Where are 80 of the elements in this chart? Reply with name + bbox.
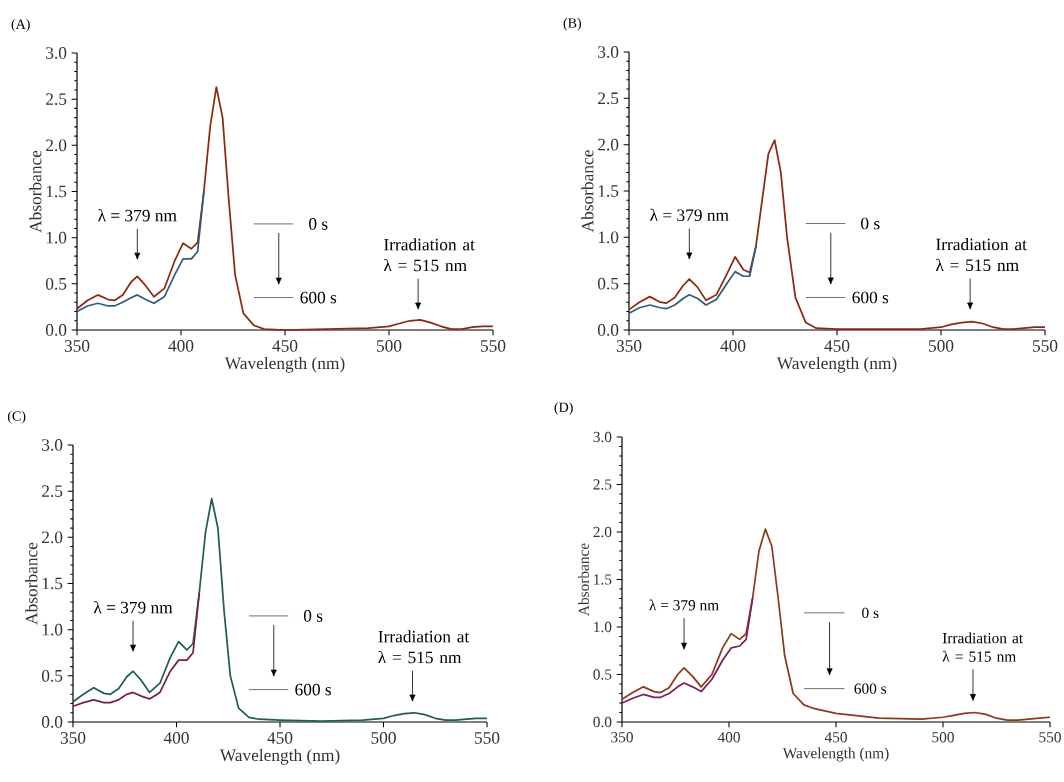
x-axis-title: Wavelength (nm) — [776, 356, 897, 373]
x-tick-label: 450 — [267, 732, 293, 744]
annotation: Irradiation at λ = 515 nm — [942, 632, 1024, 662]
x-tick-label: 500 — [929, 340, 954, 352]
y-axis-title: Absorbance — [581, 150, 594, 233]
y-tick-label: 0.0 — [593, 716, 612, 728]
annotation: 600 s — [852, 291, 889, 304]
y-axis-title: Absorbance — [578, 543, 589, 616]
y-tick-label: 3.0 — [593, 431, 612, 443]
x-tick-label: 400 — [168, 340, 194, 352]
y-tick-label: 0.5 — [593, 669, 612, 680]
y-tick-label: 2.0 — [598, 138, 619, 151]
y-tick-label: 2.0 — [42, 531, 63, 544]
x-tick-label: 350 — [611, 732, 633, 743]
line-series — [621, 597, 754, 704]
y-tick-label: 0.0 — [41, 716, 63, 728]
y-tick-label: 1.0 — [42, 623, 63, 636]
line-series — [76, 190, 205, 313]
chart-title: (C) — [7, 410, 26, 424]
annotation: 0 s — [309, 218, 328, 230]
y-tick-label: 1.5 — [46, 185, 67, 198]
y-tick-label: 0.0 — [597, 324, 619, 336]
y-tick-label: 2.0 — [46, 139, 67, 152]
y-tick-label: 1.0 — [598, 231, 619, 244]
x-tick-label: 400 — [717, 732, 740, 743]
annotation: λ = 379 nm — [93, 601, 173, 614]
x-axis-title: Wavelength (nm) — [219, 748, 340, 765]
annotation: λ = 379 nm — [649, 599, 719, 611]
y-tick-label: 2.5 — [46, 93, 67, 106]
y-tick-label: 2.5 — [593, 479, 612, 490]
annotation: 0 s — [303, 610, 323, 622]
y-tick-label: 3.0 — [46, 47, 67, 59]
x-tick-label: 550 — [1039, 732, 1061, 743]
chart-title: (B) — [563, 17, 582, 31]
x-tick-label: 350 — [616, 340, 642, 352]
x-tick-label: 500 — [371, 732, 396, 744]
y-tick-label: 1.0 — [594, 621, 612, 633]
annotation: 0 s — [861, 217, 880, 230]
y-tick-label: 2.5 — [42, 485, 63, 498]
annotation: 0 s — [862, 607, 879, 619]
chart-title: (A) — [11, 18, 30, 32]
x-tick-label: 450 — [824, 732, 847, 743]
y-tick-label: 1.5 — [598, 185, 619, 197]
y-tick-label: 3.0 — [42, 439, 63, 451]
x-tick-label: 550 — [481, 340, 506, 352]
annotation: 600 s — [295, 683, 332, 696]
chart-title: (D) — [554, 402, 573, 415]
y-tick-label: 2.0 — [593, 526, 612, 538]
y-tick-label: 1.0 — [46, 231, 67, 244]
x-tick-label: 550 — [475, 732, 500, 744]
y-axis-title: Absorbance — [29, 150, 42, 233]
x-tick-label: 350 — [60, 732, 86, 744]
y-axis-title: Absorbance — [25, 542, 38, 625]
x-axis-title: Wavelength (nm) — [782, 747, 889, 762]
x-tick-label: 350 — [64, 340, 90, 352]
annotation: Irradiation at λ = 515 nm — [935, 238, 1027, 272]
y-tick-label: 0.5 — [41, 669, 63, 682]
annotation: 600 s — [854, 683, 887, 694]
y-tick-label: 3.0 — [598, 46, 619, 58]
y-tick-label: 0.5 — [45, 277, 67, 290]
y-tick-label: 1.5 — [594, 574, 612, 585]
x-tick-label: 550 — [1033, 340, 1058, 352]
y-tick-label: 2.5 — [598, 92, 619, 105]
y-tick-label: 0.5 — [597, 277, 619, 290]
y-tick-label: 0.0 — [45, 324, 67, 336]
x-tick-label: 450 — [272, 340, 298, 352]
annotation: Irradiation at λ = 515 nm — [378, 630, 470, 664]
x-axis-title: Wavelength (nm) — [224, 356, 345, 373]
y-tick-label: 1.5 — [42, 577, 63, 590]
annotation: λ = 379 nm — [650, 208, 729, 222]
x-tick-label: 450 — [824, 340, 850, 352]
annotation: Irradiation at λ = 515 nm — [383, 238, 475, 272]
x-tick-label: 400 — [163, 732, 189, 744]
annotation: λ = 379 nm — [98, 209, 177, 222]
x-tick-label: 500 — [377, 340, 402, 352]
line-series — [72, 591, 201, 708]
line-series — [628, 245, 757, 315]
x-tick-label: 500 — [932, 732, 954, 743]
annotation: 600 s — [300, 291, 337, 304]
x-tick-label: 400 — [720, 340, 746, 352]
